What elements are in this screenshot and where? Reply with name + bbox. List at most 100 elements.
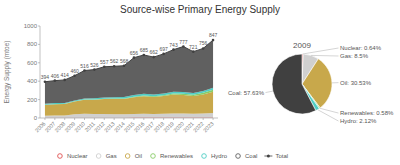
pie-label: Gas: 8.5% [340,53,369,59]
total-marker [63,79,66,82]
y-tick-label: 1000 [24,23,38,29]
legend-swatch [264,156,272,157]
y-tick [38,62,40,63]
legend-swatch [96,154,101,159]
y-axis-line [40,26,41,118]
y-tick-label: 800 [27,41,38,47]
total-marker [73,74,76,77]
x-tick [143,118,144,120]
data-label: 460 [70,68,79,74]
chart: Source-wise Primary Energy Supply3944064… [0,0,400,165]
data-label: 777 [179,39,188,45]
x-tick-label: 2023 [202,120,215,133]
data-label: 516 [80,63,89,69]
pie: Nuclear: 0.64% Gas: 8.5% Oil: 30.53% Renewa… [228,45,394,124]
x-tick [44,118,45,120]
pie-label: Renewables: 0.58% [340,110,394,116]
y-tick-label: 400 [27,78,38,84]
legend-swatch [125,154,130,159]
legend-swatch [58,154,63,159]
x-axis-line [40,118,218,119]
legend-swatch [202,154,207,159]
data-label: 414 [61,72,70,78]
data-label: 568 [120,58,129,64]
pie-label: Nuclear: 0.64% [340,45,382,51]
data-label: 743 [169,42,178,48]
data-label: 656 [130,50,139,56]
pie-label: Coal: 57.63% [228,90,265,96]
pie-slice [272,54,316,114]
x-tick [84,118,85,120]
total-marker [93,68,96,71]
data-label: 721 [189,44,198,50]
data-label: 394 [41,74,50,80]
legend-swatch [267,155,270,158]
total-marker [172,48,175,51]
total-marker [152,56,155,59]
total-marker [162,53,165,56]
x-tick [193,118,194,120]
y-tick-label: 200 [27,97,38,103]
legend-swatch [151,154,156,159]
x-tick [54,118,55,120]
x-tick [74,118,75,120]
plot-area [44,39,215,118]
y-tick [38,26,40,27]
y-tick [38,99,40,100]
total-marker [202,47,205,50]
legend-label: Renewables [160,153,193,159]
legend-label: Total [275,153,288,159]
pie-label: Hydro: 2.12% [340,118,377,124]
y-tick [38,81,40,82]
x-tick [104,118,105,120]
area-layer [45,40,213,104]
total-marker [54,79,57,82]
pie-leader [311,55,338,57]
title: Source-wise Primary Energy Supply [120,4,280,15]
y-tick [38,118,40,119]
legend-swatch [236,154,241,159]
x-tick [133,118,134,120]
total-marker [113,65,116,68]
y-tick-label: 600 [27,60,38,66]
total-marker [143,54,146,57]
x-tick [213,118,214,120]
x-tick [124,118,125,120]
pie-leader [303,48,339,54]
data-label: 685 [140,47,149,53]
total-line [45,40,213,82]
total-marker [182,45,185,48]
total-marker [192,50,195,53]
total-marker [123,64,126,67]
total-marker [83,69,86,72]
x-tick [183,118,184,120]
legend-label: Hydro [211,153,228,159]
data-label: 847 [209,32,218,38]
legend-label: Oil [135,153,142,159]
pie-leader [266,91,273,92]
data-label: 526 [90,62,99,68]
data-label: 662 [150,49,159,55]
x-tick [163,118,164,120]
data-label: 562 [110,58,119,64]
x-tick [94,118,95,120]
total-marker [44,80,47,83]
pie-label: Oil: 30.53% [340,80,372,86]
data-label: 756 [199,40,208,46]
x-tick [64,118,65,120]
x-tick [153,118,154,120]
data-label: 406 [51,73,60,79]
data-labels: 3944064144605165265575625686566856626977… [41,32,218,80]
total-marker [133,56,136,59]
x-tick [114,118,115,120]
x-tick [173,118,174,120]
pie-leader [332,82,339,83]
y-tick [38,44,40,45]
pie-leader [318,110,339,121]
data-label: 557 [100,59,109,65]
legend-label: Coal [245,153,257,159]
legend-label: Nuclear [67,153,88,159]
pie-title: 2009 [293,41,311,50]
legend: NuclearGasOilRenewablesHydroCoalTotal [58,153,288,159]
x-tick [203,118,204,120]
